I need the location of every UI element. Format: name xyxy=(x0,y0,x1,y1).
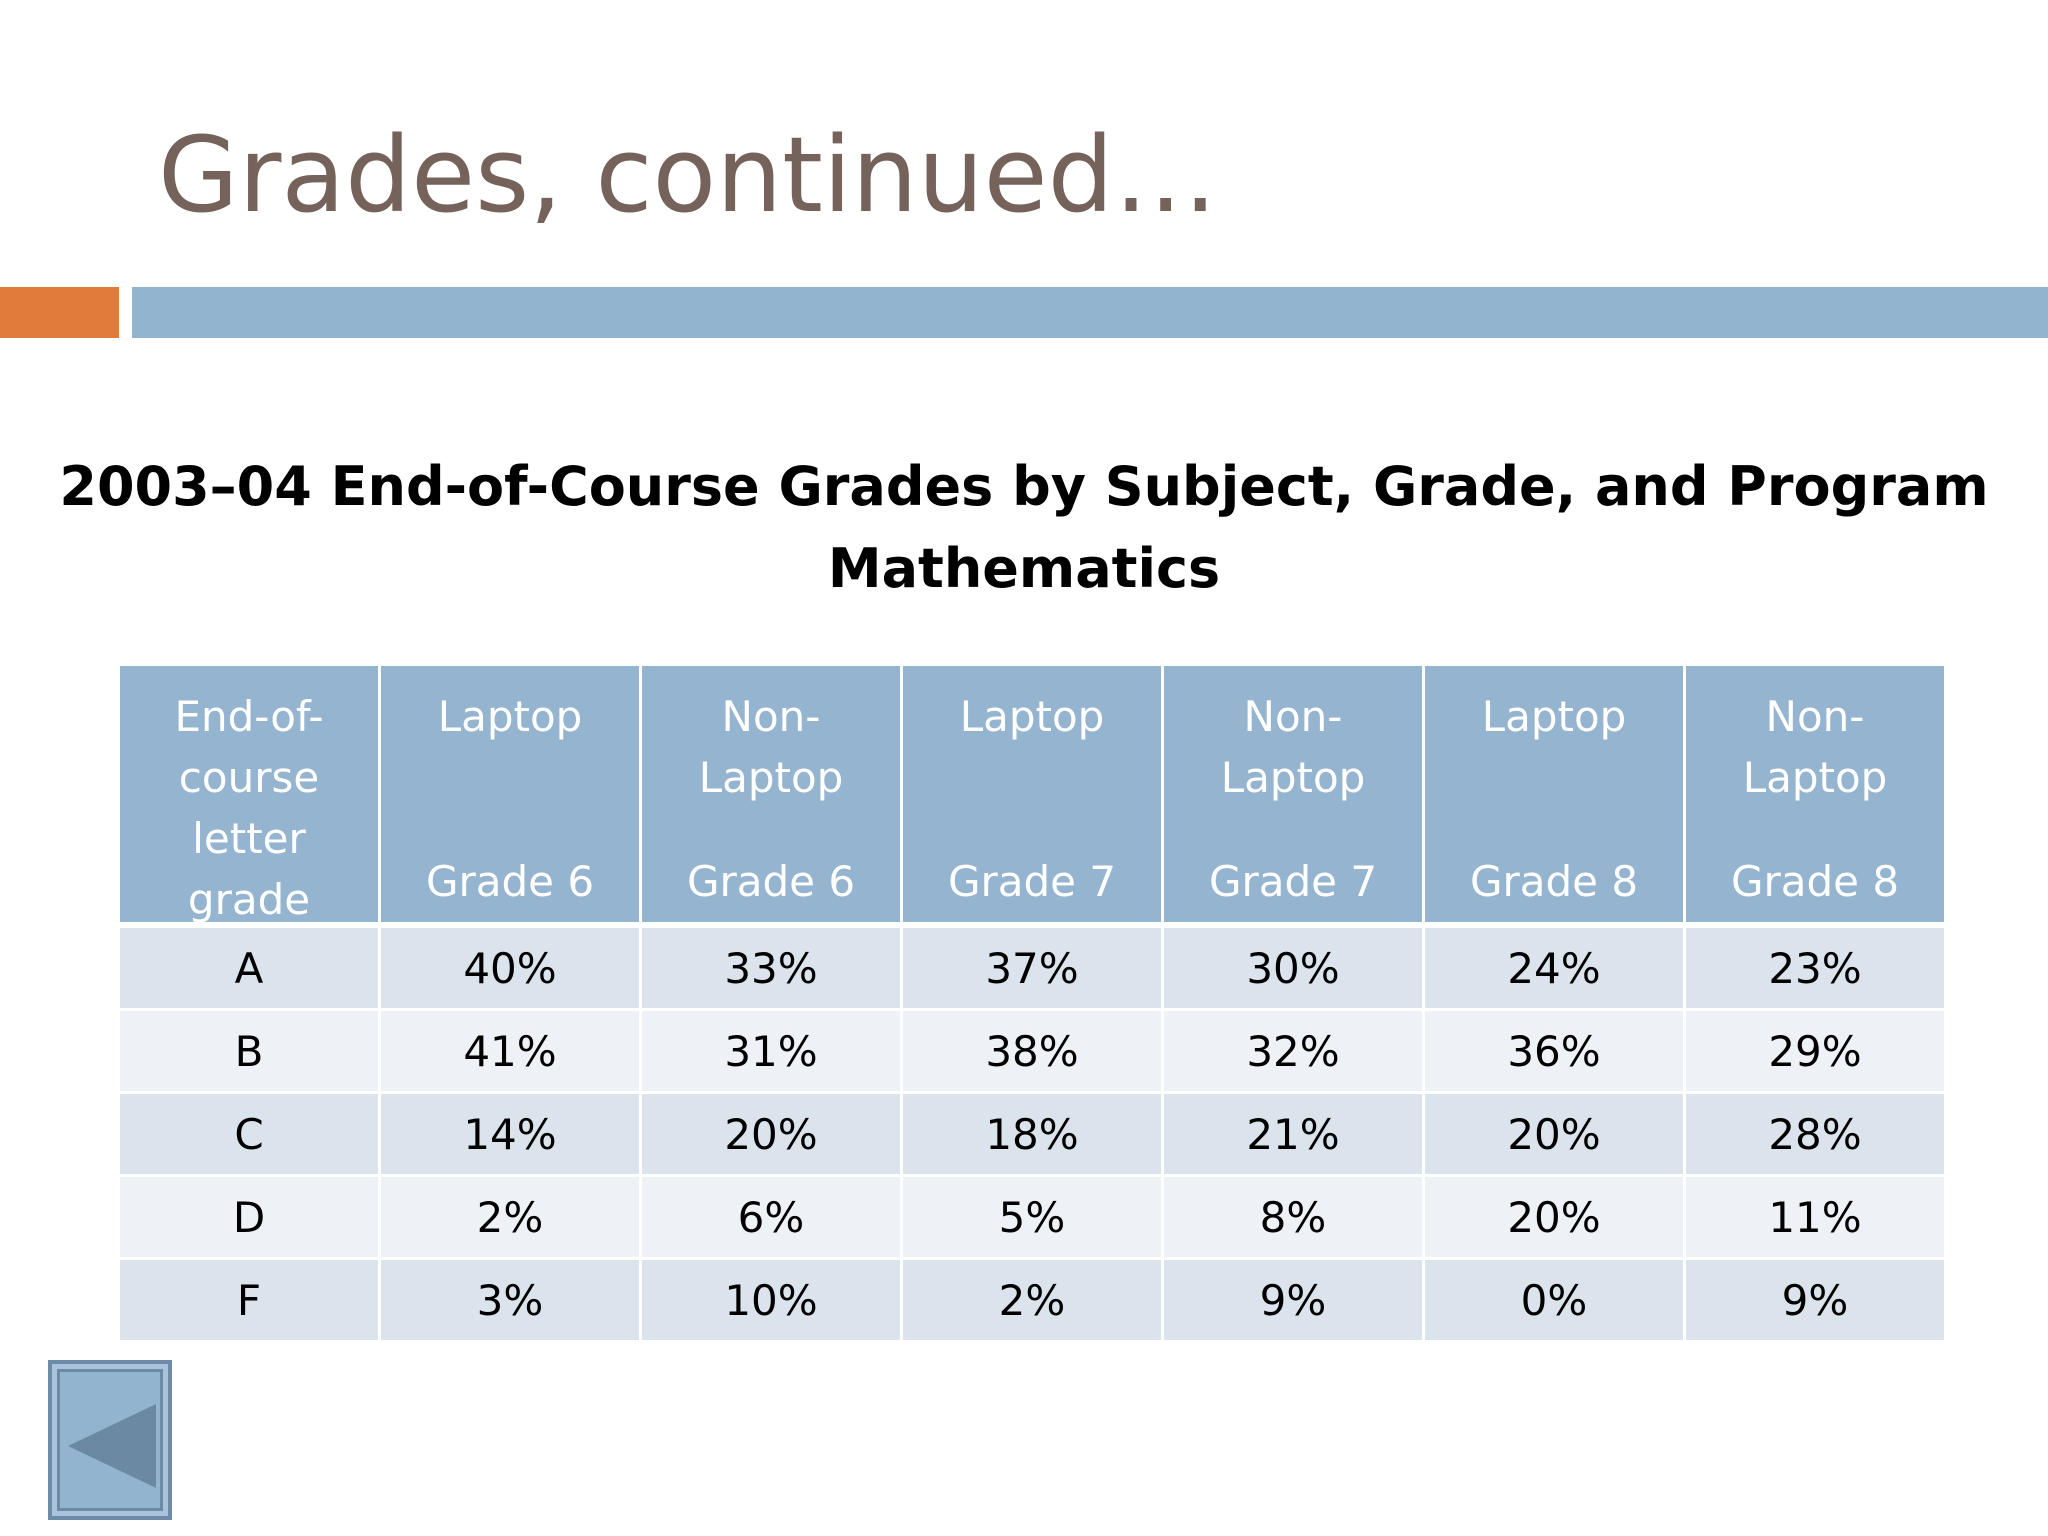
header-grade: Grade 8 xyxy=(1469,857,1639,906)
header-line: grade xyxy=(187,875,311,924)
table-cell: 32% xyxy=(1164,1011,1422,1094)
header-line: Laptop xyxy=(698,753,844,802)
header-line: Non- xyxy=(1765,692,1865,741)
column-header-non-laptop-grade-7: Non- Laptop Grade 7 xyxy=(1164,666,1422,928)
table-cell-letter: B xyxy=(120,1011,378,1094)
header-line: course xyxy=(178,753,320,802)
table-cell: 6% xyxy=(642,1177,900,1260)
column-header-letter-grade: End-of- course letter grade xyxy=(120,666,378,928)
column-header-laptop-grade-6: Laptop Grade 6 xyxy=(381,666,639,928)
divider-bar xyxy=(132,287,2048,338)
header-grade: Grade 6 xyxy=(686,857,856,906)
header-grade: Grade 6 xyxy=(425,857,595,906)
back-button[interactable] xyxy=(48,1360,172,1520)
table-cell: 28% xyxy=(1686,1094,1944,1177)
header-line: End-of- xyxy=(174,692,324,741)
table-cell: 33% xyxy=(642,928,900,1011)
table-cell: 2% xyxy=(381,1177,639,1260)
header-grade: Grade 7 xyxy=(947,857,1117,906)
table-caption: 2003–04 End-of-Course Grades by Subject,… xyxy=(0,446,2048,610)
header-line: Non- xyxy=(721,692,821,741)
header-line: Laptop xyxy=(437,692,583,741)
table-cell: 37% xyxy=(903,928,1161,1011)
header-grade: Grade 7 xyxy=(1208,857,1378,906)
accent-bar xyxy=(0,287,119,338)
header-line: Non- xyxy=(1243,692,1343,741)
column-header-laptop-grade-7: Laptop Grade 7 xyxy=(903,666,1161,928)
slide-title: Grades, continued… xyxy=(158,114,1218,236)
table-cell: 21% xyxy=(1164,1094,1422,1177)
triangle-left-icon xyxy=(68,1404,156,1488)
table-cell: 20% xyxy=(1425,1094,1683,1177)
table-cell: 36% xyxy=(1425,1011,1683,1094)
column-header-laptop-grade-8: Laptop Grade 8 xyxy=(1425,666,1683,928)
table-cell: 30% xyxy=(1164,928,1422,1011)
header-line: Laptop xyxy=(1481,692,1627,741)
header-line: Laptop xyxy=(1742,753,1888,802)
table-cell: 20% xyxy=(1425,1177,1683,1260)
table-cell: 9% xyxy=(1164,1260,1422,1343)
table-cell: 29% xyxy=(1686,1011,1944,1094)
column-header-non-laptop-grade-8: Non- Laptop Grade 8 xyxy=(1686,666,1944,928)
table-cell: 38% xyxy=(903,1011,1161,1094)
table-cell-letter: D xyxy=(120,1177,378,1260)
table-caption-line-2: Mathematics xyxy=(827,537,1221,600)
table-cell-letter: C xyxy=(120,1094,378,1177)
table-cell: 10% xyxy=(642,1260,900,1343)
table-cell: 40% xyxy=(381,928,639,1011)
table-cell: 8% xyxy=(1164,1177,1422,1260)
table-cell: 0% xyxy=(1425,1260,1683,1343)
table-cell: 18% xyxy=(903,1094,1161,1177)
header-line: Laptop xyxy=(959,692,1105,741)
table-cell-letter: F xyxy=(120,1260,378,1343)
table-cell-letter: A xyxy=(120,928,378,1011)
table-cell: 11% xyxy=(1686,1177,1944,1260)
table-cell: 5% xyxy=(903,1177,1161,1260)
table-cell: 31% xyxy=(642,1011,900,1094)
table-caption-line-1: 2003–04 End-of-Course Grades by Subject,… xyxy=(59,455,1989,518)
table-cell: 20% xyxy=(642,1094,900,1177)
header-grade: Grade 8 xyxy=(1730,857,1900,906)
grades-table: End-of- course letter grade Laptop Grade… xyxy=(120,666,1944,1343)
table-cell: 14% xyxy=(381,1094,639,1177)
header-line: letter xyxy=(192,814,306,863)
table-cell: 24% xyxy=(1425,928,1683,1011)
table-cell: 2% xyxy=(903,1260,1161,1343)
table-cell: 41% xyxy=(381,1011,639,1094)
table-cell: 9% xyxy=(1686,1260,1944,1343)
table-cell: 23% xyxy=(1686,928,1944,1011)
header-line: Laptop xyxy=(1220,753,1366,802)
column-header-non-laptop-grade-6: Non- Laptop Grade 6 xyxy=(642,666,900,928)
table-cell: 3% xyxy=(381,1260,639,1343)
